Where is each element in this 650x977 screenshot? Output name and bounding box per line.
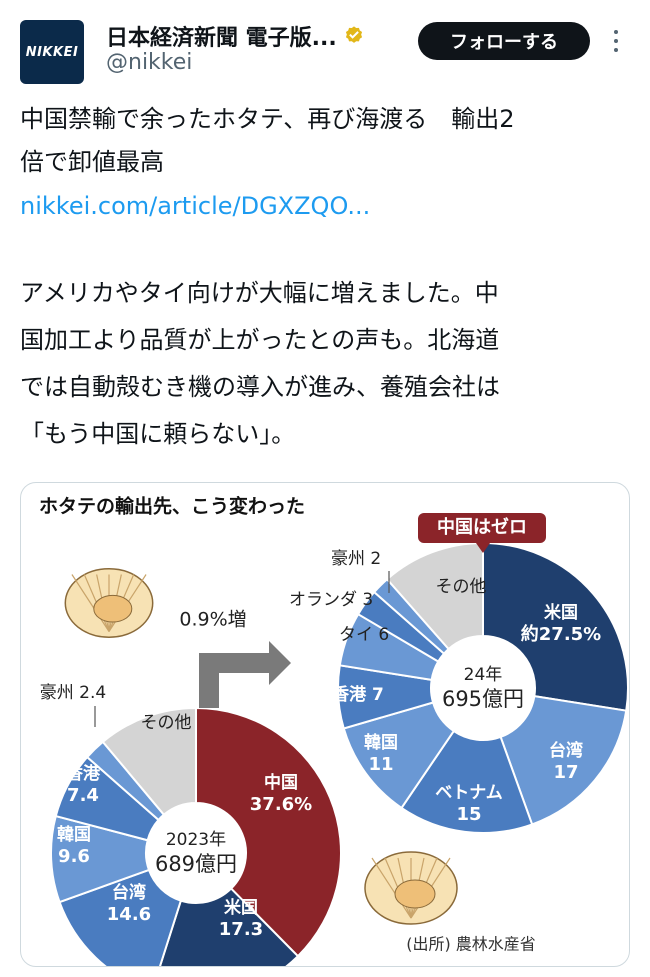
chart-2024-label-name: ベトナム — [435, 783, 503, 803]
chart-2024-label: タイ 6 — [339, 625, 389, 645]
chart-2024-label-name: 韓国 — [364, 732, 398, 753]
chart-canvas: ホタテの輸出先、こう変わった2023年689億円中国37.6%米国17.3台湾1… — [39, 495, 629, 966]
chart-2024-label-name: 米国 — [544, 602, 578, 623]
body-line: では自動殻むき機の導入が進み、養殖会社は — [20, 373, 500, 401]
avatar[interactable]: NIKKEI — [20, 20, 84, 84]
tweet-header: NIKKEI 日本経済新聞 電子版... @nikkei フォローする — [0, 0, 650, 100]
body-line: アメリカやタイ向けが大幅に増えました。中 — [20, 279, 499, 307]
body-line: 国加工より品質が上がったとの声も。北海道 — [20, 326, 500, 354]
chart-2023-label-name: 台湾 — [112, 882, 146, 903]
chart-title: ホタテの輸出先、こう変わった — [39, 495, 305, 518]
chart-2023-label-name: 米国 — [224, 897, 258, 918]
chart-2024-center — [431, 636, 535, 740]
source-note: (出所) 農林水産省 — [406, 935, 536, 954]
display-name[interactable]: 日本経済新聞 電子版... — [106, 26, 337, 51]
chart-2023-label-name: その他 — [141, 713, 192, 733]
chart-2023-label-name: 韓国 — [57, 824, 91, 845]
chart-2023-label-name: 香港 — [66, 763, 101, 784]
chart-2023-center-value: 689億円 — [155, 852, 237, 876]
chart-2024-center-value: 695億円 — [442, 687, 524, 711]
scallop-illustration-icon — [364, 851, 458, 925]
change-label: 0.9%増 — [179, 609, 246, 631]
chart-2024-label-value: 17 — [553, 762, 578, 783]
chart-2024-label-value: 15 — [456, 804, 481, 825]
chart-2024-label-name: その他 — [436, 577, 487, 597]
chart-2023-label-value: 37.6% — [250, 794, 312, 815]
chart-image-card[interactable]: ホタテの輸出先、こう変わった 2023年 689億円 中国 37.6% 米国 17.3 台湾 1… — [20, 482, 630, 967]
chart-2023-center-year: 2023年 — [166, 830, 226, 850]
article-link[interactable]: nikkei.com/article/DGXZQO... — [20, 192, 371, 220]
more-options-icon[interactable] — [603, 28, 629, 54]
body-line: 「もう中国に頼らない」。 — [20, 420, 296, 448]
chart-2024-label-value: 約27.5% — [521, 623, 601, 645]
chart-2023-label: 豪州 2.4 — [40, 682, 106, 703]
headline-line: 倍で卸値最高 — [20, 148, 164, 176]
chart-2023-center — [146, 803, 246, 903]
chart-2023-label-value: 7.4 — [67, 785, 99, 806]
chart-2024-center-year: 24年 — [464, 665, 503, 685]
chart-2024-label: オランダ 3 — [289, 590, 373, 610]
tweet-body: アメリカやタイ向けが大幅に増えました。中 国加工より品質が上がったとの声も。北海… — [20, 270, 632, 458]
scallop-illustration-icon — [64, 568, 154, 638]
follow-button[interactable]: フォローする — [418, 22, 590, 60]
chart-2024-label: 豪州 2 — [331, 548, 381, 569]
callout-badge — [418, 513, 546, 543]
handle[interactable]: @nikkei — [106, 50, 193, 75]
chart-2023-label-value: 14.6 — [107, 904, 151, 925]
chart-2024-label-value: 11 — [368, 754, 393, 775]
chart-2024-label-name: 台湾 — [549, 740, 583, 761]
verified-badge-icon — [345, 26, 362, 43]
avatar-logo-text: NIKKEI — [25, 44, 79, 60]
tweet-headline: 中国禁輸で余ったホタテ、再び海渡る 輸出2 倍で卸値最高 — [20, 98, 632, 184]
name-row: 日本経済新聞 電子版... — [106, 20, 365, 52]
chart-2023-label-value: 17.3 — [219, 919, 263, 940]
change-arrow-icon — [199, 641, 291, 708]
headline-line: 中国禁輸で余ったホタテ、再び海渡る 輸出2 — [20, 105, 515, 133]
callout-text: 中国はゼロ — [437, 516, 527, 538]
chart-2023-label-value: 9.6 — [58, 846, 90, 867]
callout-pointer — [476, 543, 490, 553]
chart-2023-label-name: 中国 — [264, 772, 298, 793]
chart-2024-label: 香港 7 — [332, 684, 384, 705]
